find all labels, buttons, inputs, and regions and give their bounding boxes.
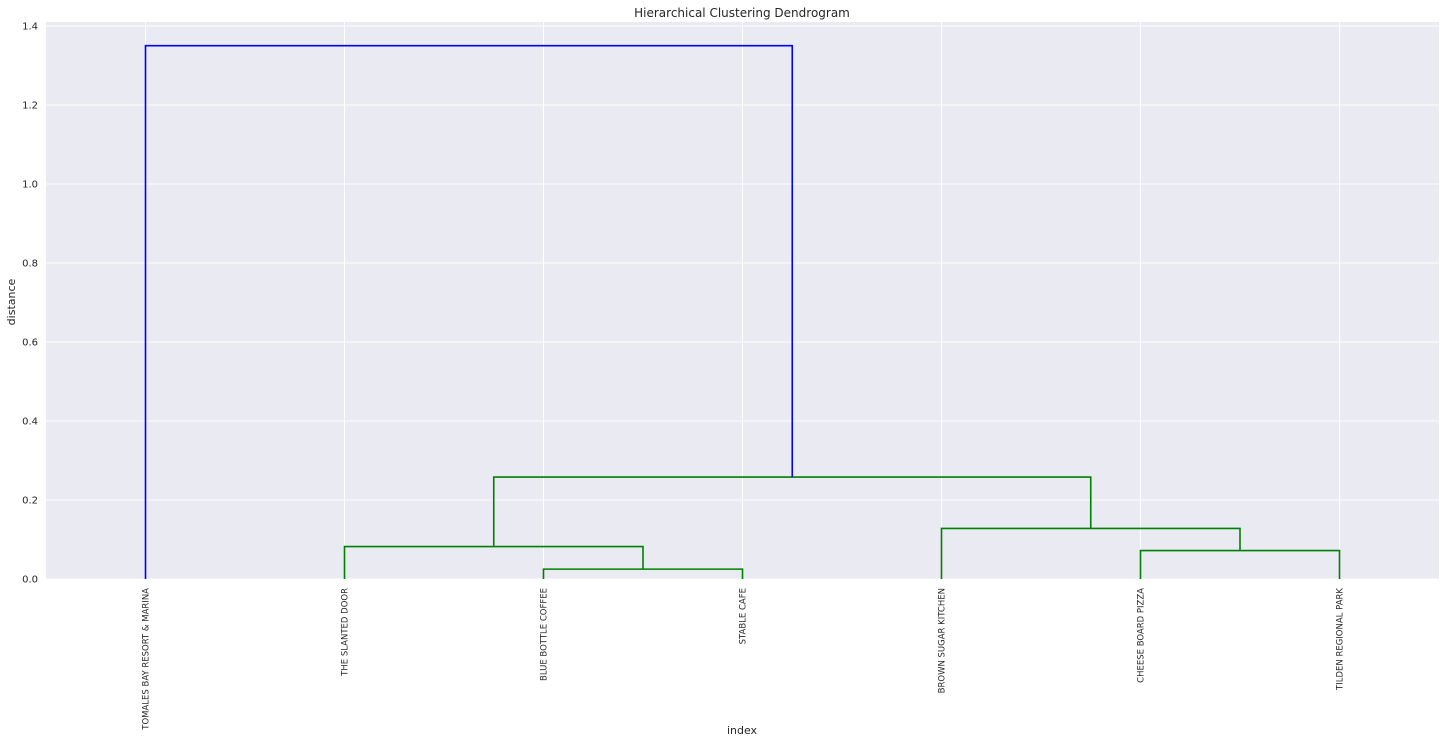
leaf-label: STABLE CAFE (739, 588, 749, 644)
x-axis-label: index (727, 724, 758, 737)
dendrogram-link (144, 44, 794, 579)
x-tick-labels: TOMALES BAY RESORT & MARINA THE SLANTED D… (142, 588, 1346, 731)
leaf-label: BROWN SUGAR KITCHEN (938, 588, 948, 693)
y-tick-label: 0.2 (22, 495, 38, 506)
y-tick-label: 0.0 (22, 575, 38, 586)
y-tick-label: 1.2 (22, 100, 38, 111)
y-tick-label: 1.4 (22, 21, 38, 32)
leaf-label: THE SLANTED DOOR (341, 588, 351, 677)
leaf-label: CHEESE BOARD PIZZA (1137, 588, 1147, 683)
y-tick-label: 0.4 (22, 416, 38, 427)
y-tick-label: 0.6 (22, 337, 38, 348)
y-tick-labels: 0.0 0.2 0.4 0.6 0.8 1.0 1.2 1.4 (22, 21, 38, 585)
leaf-label: TOMALES BAY RESORT & MARINA (142, 588, 152, 731)
chart-title: Hierarchical Clustering Dendrogram (634, 6, 850, 20)
y-tick-label: 1.0 (22, 179, 38, 190)
leaf-label: TILDEN REGIONAL PARK (1336, 588, 1346, 691)
link-layer (144, 44, 1341, 579)
y-axis-label: distance (5, 278, 18, 325)
leaf-label: BLUE BOTTLE COFFEE (540, 588, 550, 681)
y-tick-label: 0.8 (22, 258, 38, 269)
